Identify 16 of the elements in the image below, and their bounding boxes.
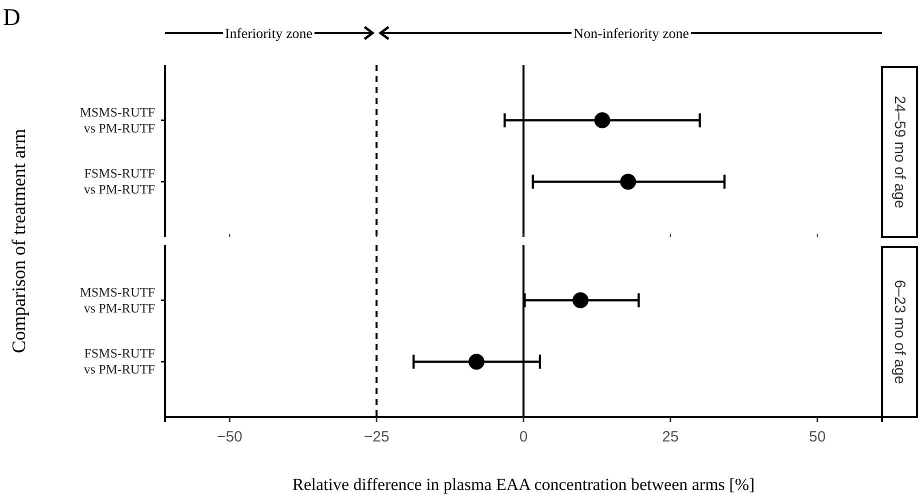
text: Non-inferiority zone [574,27,690,42]
y-tick-label: MSMS-RUTF vs PM-RUTF [80,104,155,136]
y-tick-label: MSMS-RUTF vs PM-RUTF [80,284,155,316]
x-tick-label: 50 [809,428,826,446]
text: D [3,5,20,31]
y-tick-label: FSMS-RUTF vs PM-RUTF [84,346,155,377]
text: Inferiority zone [225,27,313,42]
y2-axis-title: 6–23 mo of age [890,280,908,384]
y2-axis-title: 24–59 mo of age [890,96,908,208]
x-tick-label: 25 [662,428,679,446]
y-axis-title: Comparison of treatment arm [9,128,30,354]
x-axis-title: Relative difference in plasma EAA concentration between arms [%] [292,475,755,494]
y-tick-label: FSMS-RUTF vs PM-RUTF [84,166,155,197]
x-tick-label: −25 [364,428,390,446]
x-tick-label: 0 [519,428,528,446]
x-tick-label: −50 [216,428,242,446]
